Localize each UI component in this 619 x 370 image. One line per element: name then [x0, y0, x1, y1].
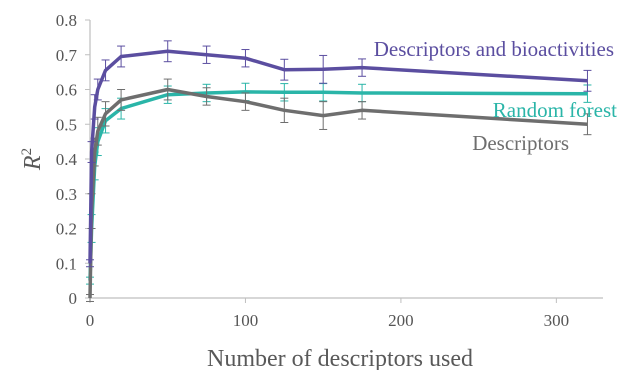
x-axis-title: Number of descriptors used — [207, 346, 473, 370]
series-label: Random forest — [493, 98, 617, 122]
series-line — [88, 49, 588, 264]
y-axis-title-superscript: 2 — [19, 148, 35, 156]
plot-area: 0 0.1 0.2 0.3 0.4 0.5 0.6 0.7 0.8 0 100 200 300 Numbe… — [19, 11, 603, 370]
series-label: Descriptors — [472, 131, 569, 155]
y-tick-label: 0.5 — [56, 115, 77, 134]
x-tick-label: 100 — [233, 311, 259, 330]
y-tick-label: 0 — [69, 289, 78, 308]
series-line — [88, 87, 588, 299]
y-tick-label: 0.1 — [56, 254, 77, 273]
y-tick-label: 0.7 — [56, 46, 78, 65]
y-tick-label: 0.3 — [56, 185, 77, 204]
x-tick-label: 300 — [544, 311, 570, 330]
x-tick-label: 0 — [86, 311, 95, 330]
y-tick-label: 0.6 — [56, 81, 77, 100]
x-tick-label: 200 — [388, 311, 414, 330]
series-layer — [86, 40, 592, 302]
series-descriptors — [86, 78, 592, 302]
y-axis-title: R2 — [19, 148, 46, 171]
label-layer: Descriptors and bioactivities Random fore… — [374, 37, 617, 155]
series-descriptors-and-bioactivities — [86, 40, 592, 268]
series-label: Descriptors and bioactivities — [374, 37, 614, 61]
y-tick-label: 0.2 — [56, 220, 77, 239]
y-tick-label: 0.8 — [56, 11, 77, 30]
y-tick-label: 0.4 — [56, 150, 78, 169]
